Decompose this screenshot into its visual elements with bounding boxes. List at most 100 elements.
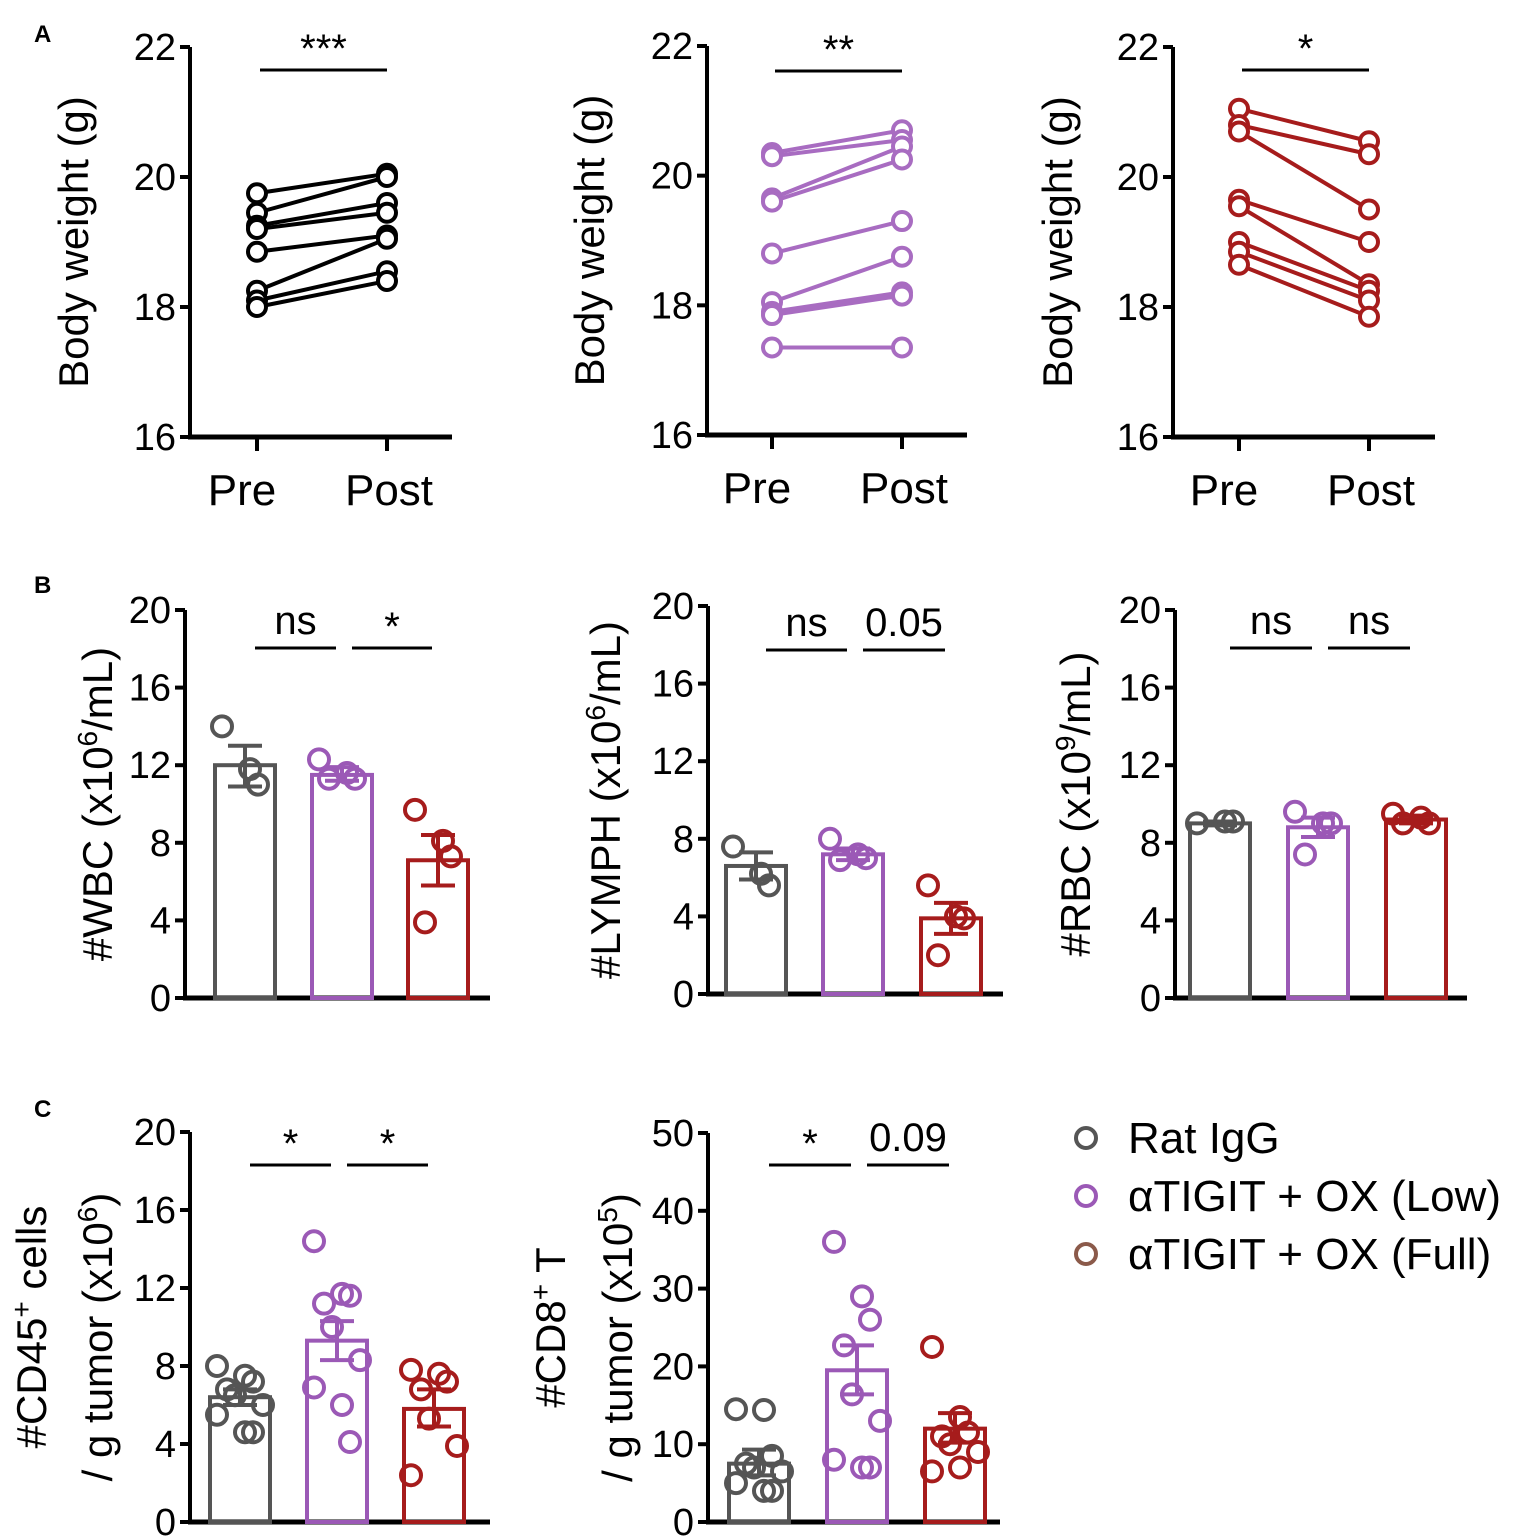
pair-line (256, 279, 388, 309)
chart-2: 16 18 20 22 Body weight (g) Pre Post * (1034, 27, 1435, 515)
data-point (205, 1354, 229, 1378)
data-point (1358, 305, 1380, 328)
y-tick-label: 20 (134, 1112, 176, 1154)
pair-line (256, 233, 388, 254)
y-axis-label-part: 9 (1050, 736, 1081, 752)
y-tick-label: 0 (673, 1502, 694, 1537)
y-tick-label: 8 (1140, 823, 1161, 865)
data-point (938, 1432, 962, 1457)
y-tick-label: 16 (652, 664, 694, 706)
x-tick-label: Post (1327, 466, 1415, 515)
y-tick-label: 20 (1119, 590, 1161, 632)
y-tick-label: 0 (1140, 978, 1161, 1020)
y-axis-label-part: /mL) (1052, 652, 1099, 736)
data-point (742, 1455, 766, 1480)
data-point (399, 1357, 423, 1382)
data-point (724, 1397, 748, 1422)
y-tick-label: 4 (155, 1424, 176, 1466)
pair-line (771, 219, 903, 256)
y-axis-label-part: 6 (580, 705, 611, 721)
data-point (241, 1420, 265, 1445)
x-tick-label: Pre (208, 466, 276, 515)
significance-label: * (283, 1122, 299, 1166)
data-point (822, 1447, 846, 1472)
legend-label-igg: Rat IgG (1128, 1114, 1280, 1163)
data-point (818, 826, 842, 851)
y-axis-label-part: #CD45 (8, 1318, 55, 1449)
data-point (1185, 811, 1209, 836)
y-tick-label: 40 (652, 1191, 694, 1233)
data-point (233, 1420, 257, 1445)
bar (1188, 821, 1252, 1001)
data-point (246, 296, 268, 318)
data-point (210, 714, 234, 739)
chart-1: 16 18 20 22 Body weight (g) Pre Post ** (566, 26, 967, 513)
y-tick-label: 10 (652, 1424, 694, 1466)
data-point (312, 1291, 336, 1316)
y-tick-label: 18 (134, 287, 176, 329)
significance-label: ns (1348, 599, 1390, 643)
data-point (1221, 809, 1245, 834)
x-tick-label: Pre (1190, 466, 1258, 515)
pair-line (1238, 249, 1370, 303)
data-point (840, 1382, 864, 1407)
significance-label: * (380, 1122, 396, 1166)
y-tick-label: 20 (129, 590, 171, 632)
pair-line (256, 175, 388, 215)
data-point (891, 336, 913, 359)
y-axis-label-part: cells (8, 1206, 55, 1302)
y-axis-label-2-part: ) (74, 1193, 121, 1207)
bar (1384, 817, 1448, 1001)
y-tick-label: 20 (651, 156, 693, 198)
data-point (302, 1229, 326, 1254)
chart-7: 0 10 20 30 40 50 #CD8+ T / g tumor (x105) * 0.09 (525, 1113, 1000, 1537)
data-point (770, 1459, 794, 1484)
x-tick-label: Post (345, 466, 433, 515)
pair-line (256, 210, 388, 231)
chart-6: 0 4 8 12 16 20 #CD45+ cells / g tumor (x106) * * (6, 1112, 490, 1537)
data-point (223, 1383, 247, 1408)
chart-5: 0 4 8 12 16 20 #RBC (x109/mL) ns ns (1050, 590, 1467, 1020)
data-point (320, 1315, 344, 1339)
data-point (1358, 143, 1380, 166)
y-tick-label: 20 (652, 1346, 694, 1388)
data-point (1228, 195, 1250, 218)
data-point (439, 844, 463, 869)
pair-line (1238, 106, 1370, 144)
data-point (403, 797, 427, 822)
data-point (246, 240, 268, 263)
data-point (1391, 811, 1415, 836)
y-axis-label-part: /mL) (582, 621, 629, 705)
y-axis-label: #LYMPH (x106/mL) (580, 621, 630, 979)
data-point (920, 1459, 944, 1484)
significance-label: * (1298, 27, 1314, 71)
y-tick-label: 20 (1117, 157, 1159, 199)
data-point (956, 1420, 980, 1445)
data-point (1293, 842, 1317, 867)
y-axis-label-2-part: / g tumor (x10 (74, 1222, 121, 1481)
data-point (891, 210, 913, 233)
data-point (1358, 231, 1380, 253)
y-tick-label: 16 (1117, 417, 1159, 459)
data-point (850, 1455, 874, 1480)
y-tick-label: 16 (129, 668, 171, 710)
data-point (868, 1408, 892, 1433)
y-axis-label-part: #RBC (x10 (1052, 751, 1099, 956)
data-point (338, 1430, 362, 1455)
data-point (854, 846, 878, 871)
data-point (246, 182, 268, 205)
data-point (891, 148, 913, 171)
y-axis-label: #RBC (x109/mL) (1050, 652, 1100, 957)
data-point (376, 227, 398, 250)
data-point (445, 1433, 469, 1458)
legend-label-low: αTIGIT + OX (Low) (1128, 1172, 1501, 1221)
y-tick-label: 12 (652, 741, 694, 783)
pair-line (1238, 262, 1370, 319)
data-point (1417, 811, 1441, 836)
y-axis-label-part: + (6, 1301, 37, 1317)
legend-marker-full (1074, 1242, 1098, 1266)
data-point (760, 1478, 784, 1503)
significance-label: ns (274, 599, 316, 643)
